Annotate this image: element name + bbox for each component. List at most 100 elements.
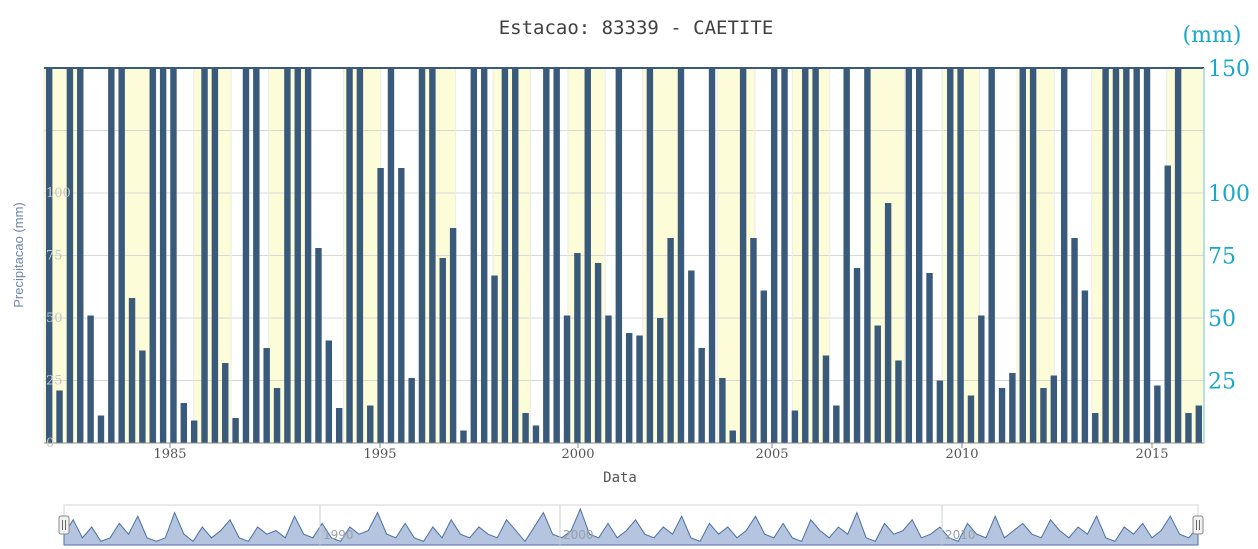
bar (1195, 405, 1203, 443)
bar (45, 68, 53, 443)
y-tick-label: 75 (46, 249, 63, 264)
bar (636, 335, 643, 443)
bar (170, 68, 177, 443)
bar (905, 68, 913, 443)
bar (698, 348, 705, 443)
navigator-tick-label: 1990 (323, 528, 354, 542)
bar (263, 348, 270, 443)
bar (522, 413, 529, 443)
bar (594, 263, 602, 443)
bar (1143, 68, 1151, 443)
x-tick-label: 2005 (755, 447, 788, 462)
bar (501, 68, 509, 443)
right-axis-unit: (mm) (1183, 23, 1242, 48)
bar (408, 378, 415, 443)
bar (1174, 68, 1182, 443)
bar (895, 360, 902, 443)
bar (387, 68, 395, 443)
bar (232, 418, 239, 443)
bar (108, 68, 115, 443)
bar (750, 238, 757, 443)
bar (149, 68, 156, 443)
navigator-left-handle[interactable] (58, 515, 70, 535)
bar (677, 68, 685, 443)
bar (822, 355, 830, 443)
x-tick-label: 2015 (1135, 447, 1168, 462)
bar (449, 228, 457, 443)
bar (304, 68, 312, 443)
y-tick-label: 25 (46, 374, 63, 389)
bar (657, 318, 664, 443)
right-y-tick-label: 75 (1208, 245, 1236, 270)
bar (180, 403, 188, 443)
bar (118, 68, 125, 443)
right-y-tick-label: 25 (1208, 370, 1236, 395)
bar (967, 395, 975, 443)
bar (1102, 68, 1109, 443)
bar (512, 68, 519, 443)
bar (56, 390, 63, 443)
bar (1123, 68, 1130, 443)
bar (429, 68, 436, 443)
bar (159, 68, 167, 443)
bar (988, 68, 995, 443)
bar (957, 68, 964, 443)
bar (418, 68, 426, 443)
x-tick-label: 2000 (561, 447, 594, 462)
bar (760, 290, 768, 443)
y-tick-label: 100 (46, 186, 71, 201)
bar (1164, 165, 1171, 443)
bar (1154, 385, 1161, 443)
x-tick-label: 1985 (153, 447, 186, 462)
bar (864, 68, 871, 443)
bar (77, 68, 84, 443)
bar (1185, 413, 1192, 443)
bar (190, 420, 198, 443)
range-navigator[interactable]: 1990 2000 2010 (58, 504, 1204, 546)
bar (211, 68, 219, 443)
bar (356, 68, 364, 443)
bar (532, 425, 540, 443)
bar (87, 315, 94, 443)
bar (729, 430, 736, 443)
bar (625, 333, 633, 443)
bar (574, 253, 581, 443)
bar (66, 68, 74, 443)
bar (470, 68, 478, 443)
navigator-tick-label: 2000 (563, 528, 594, 542)
bar (460, 430, 467, 443)
y-tick-label: 50 (46, 311, 63, 326)
navigator-right-handle[interactable] (1192, 515, 1204, 535)
bar (874, 325, 881, 443)
bar (367, 405, 374, 443)
bar (242, 68, 250, 443)
bar (1133, 68, 1140, 443)
bar (667, 238, 674, 443)
bar (315, 248, 322, 443)
bar (335, 408, 343, 443)
bar (1092, 413, 1099, 443)
bar (201, 68, 208, 443)
bar (936, 380, 944, 443)
x-tick-label: 2010 (945, 447, 978, 462)
y-axis-label: Precipitacao (mm) (11, 202, 26, 307)
bar (284, 68, 291, 443)
bar (739, 68, 747, 443)
bar (97, 415, 105, 443)
navigator-series (63, 507, 1199, 546)
bar (1112, 68, 1120, 443)
axes: 0 25 50 75 100 25 50 75 100 150 1985 1995 2000 2005 20… (44, 57, 1250, 462)
bar (791, 410, 799, 443)
bar (1009, 373, 1016, 443)
right-y-tick-label: 150 (1208, 57, 1250, 82)
bar (1029, 68, 1037, 443)
y-tick-label: 0 (46, 436, 54, 451)
bar (1071, 238, 1078, 443)
bar (812, 68, 819, 443)
bar (346, 68, 353, 443)
bar (1081, 290, 1089, 443)
bar (553, 68, 560, 443)
bar (543, 68, 550, 443)
bar (884, 203, 892, 443)
